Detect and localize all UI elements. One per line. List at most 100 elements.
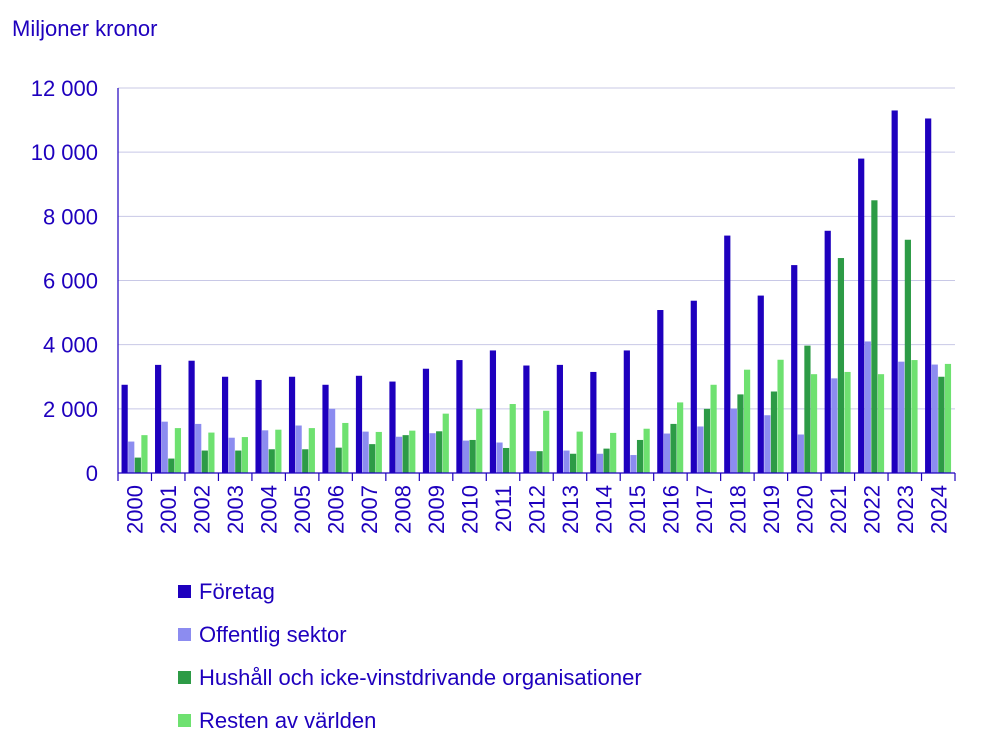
bar: [322, 384, 329, 473]
legend-label: Offentlig sektor: [199, 621, 347, 647]
x-tick-label: 2006: [324, 485, 349, 534]
x-tick-label: 2022: [859, 485, 884, 534]
bar: [636, 439, 644, 473]
bar: [456, 360, 463, 473]
bar: [623, 350, 630, 473]
bar: [362, 431, 369, 473]
bar: [168, 458, 175, 473]
bar: [335, 447, 342, 473]
bar: [308, 428, 315, 473]
bar: [288, 376, 296, 473]
y-tick-label: 12 000: [31, 76, 98, 101]
bar: [543, 410, 550, 473]
x-tick-label: 2004: [257, 485, 282, 534]
x-tick-label: 2019: [759, 485, 784, 534]
bar: [911, 360, 918, 473]
legend-swatch: [178, 628, 191, 641]
y-tick-label: 10 000: [31, 140, 98, 165]
bar: [155, 364, 162, 473]
x-tick-label: 2003: [223, 485, 248, 534]
bar: [877, 374, 885, 473]
x-tick-label: 2017: [692, 485, 717, 534]
x-tick-label: 2020: [792, 485, 817, 534]
bar: [536, 451, 543, 473]
x-tick-label: 2011: [491, 485, 516, 532]
bar: [690, 300, 697, 473]
bar: [757, 295, 764, 473]
legend-swatch: [178, 585, 191, 598]
bar: [174, 428, 182, 473]
bar: [810, 374, 818, 473]
bar: [395, 436, 403, 473]
bar: [128, 441, 135, 473]
bar: [195, 423, 202, 473]
bar: [389, 381, 396, 473]
bar: [610, 432, 617, 473]
bar: [931, 364, 938, 473]
legend-item-foretag: Företag: [178, 570, 642, 613]
bar: [590, 371, 597, 473]
bar: [509, 404, 516, 473]
legend-label: Företag: [199, 578, 275, 604]
bar: [255, 379, 262, 473]
x-tick-label: 2008: [391, 485, 416, 534]
bar: [161, 421, 168, 473]
x-tick-label: 2007: [357, 485, 382, 534]
bar: [503, 447, 510, 473]
x-tick-label: 2015: [625, 485, 650, 534]
bar: [596, 453, 604, 473]
bar: [355, 375, 363, 473]
bar: [944, 363, 952, 473]
bar: [643, 428, 650, 473]
x-tick-label: 2012: [525, 485, 550, 534]
x-tick-label: 2021: [826, 485, 851, 534]
bar: [777, 359, 784, 473]
bar: [228, 437, 235, 473]
bar: [898, 361, 905, 473]
x-tick-label: 2005: [290, 485, 315, 534]
bar: [121, 384, 128, 473]
bar: [663, 433, 671, 473]
bar: [201, 450, 208, 473]
bar: [576, 431, 583, 473]
y-tick-label: 4 000: [43, 333, 98, 358]
legend-swatch: [178, 714, 191, 727]
bar: [342, 422, 349, 473]
bar: [904, 239, 911, 473]
bar: [221, 376, 229, 473]
bar: [743, 369, 751, 473]
bar: [422, 368, 430, 473]
bar: [563, 450, 570, 473]
x-tick-label: 2023: [893, 485, 918, 534]
x-tick-label: 2009: [424, 485, 449, 534]
y-tick-label: 0: [86, 461, 98, 486]
bar: [804, 345, 811, 473]
x-tick-label: 2001: [156, 485, 181, 534]
bar: [268, 449, 275, 473]
bar: [764, 415, 771, 473]
legend: Företag Offentlig sektor Hushåll och ick…: [178, 570, 642, 742]
x-tick-label: 2014: [591, 485, 616, 534]
bar: [724, 235, 731, 473]
bar: [677, 402, 684, 473]
bar: [791, 265, 798, 473]
bar: [375, 431, 382, 473]
bar: [657, 310, 664, 473]
x-tick-label: 2010: [458, 485, 483, 534]
bar: [858, 158, 865, 474]
bar: [824, 230, 831, 473]
legend-label: Resten av världen: [199, 707, 377, 733]
legend-swatch: [178, 671, 191, 684]
bar: [697, 426, 704, 473]
bar: [844, 371, 851, 473]
x-tick-label: 2013: [558, 485, 583, 534]
bar: [703, 408, 711, 473]
bar: [891, 110, 898, 473]
bar: [295, 425, 302, 473]
bar: [710, 384, 717, 473]
bar: [529, 451, 537, 473]
x-tick-label: 2016: [658, 485, 683, 534]
bar: [275, 429, 282, 473]
bar: [302, 449, 309, 473]
